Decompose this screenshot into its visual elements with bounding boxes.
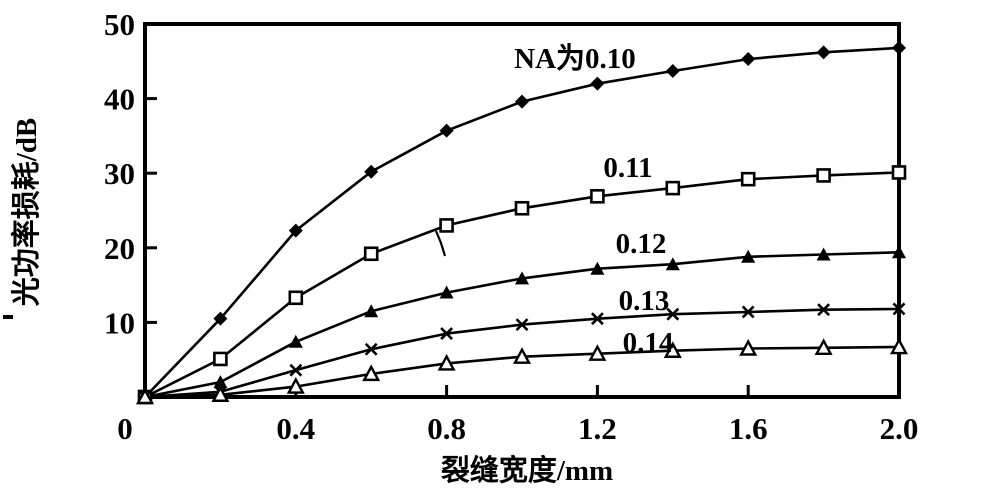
marker-triangle-filled bbox=[515, 271, 529, 285]
marker-triangle-filled bbox=[213, 375, 228, 389]
marker-square-open bbox=[439, 218, 454, 233]
marker-triangle-open bbox=[739, 338, 758, 356]
marker-square-open bbox=[816, 168, 831, 183]
marker-triangle-filled bbox=[741, 249, 756, 263]
y-tick-label: 50 bbox=[104, 7, 135, 42]
x-tick-label: 2.0 bbox=[880, 411, 919, 446]
marker-square-open bbox=[665, 180, 681, 196]
marker-diamond-filled bbox=[665, 63, 680, 78]
marker-triangle-filled bbox=[816, 247, 831, 261]
marker-x-cross bbox=[817, 303, 831, 317]
marker-square-open bbox=[590, 189, 605, 204]
marker-triangle-open bbox=[437, 353, 456, 371]
y-tick-label: 20 bbox=[104, 231, 135, 266]
marker-diamond-filled bbox=[439, 123, 454, 138]
marker-x-cross bbox=[741, 305, 755, 319]
x-tick-label: 0 bbox=[117, 411, 133, 446]
series-label: 0.13 bbox=[619, 285, 670, 317]
marker-square-open bbox=[363, 246, 379, 262]
x-tick-label: 0.4 bbox=[276, 411, 315, 446]
marker-diamond-filled bbox=[816, 45, 831, 60]
marker-diamond-filled bbox=[364, 164, 379, 179]
marker-square-open bbox=[891, 165, 907, 180]
marker-square-open bbox=[740, 171, 756, 187]
marker-triangle-open bbox=[362, 364, 381, 382]
marker-triangle-filled bbox=[364, 304, 379, 318]
marker-triangle-open bbox=[889, 337, 909, 355]
marker-diamond-filled bbox=[288, 223, 303, 238]
marker-triangle-open bbox=[135, 387, 155, 405]
marker-diamond-filled bbox=[892, 40, 906, 55]
x-tick-label: 1.6 bbox=[729, 411, 768, 446]
marker-x-cross bbox=[440, 327, 454, 341]
marker-triangle-filled bbox=[590, 261, 605, 275]
marker-diamond-filled bbox=[515, 94, 529, 109]
series-label: NA为0.10 bbox=[514, 42, 636, 75]
marker-x-cross bbox=[666, 307, 680, 321]
marker-x-cross bbox=[515, 318, 529, 332]
marker-triangle-filled bbox=[665, 257, 680, 271]
marker-square-open bbox=[288, 290, 304, 306]
marker-triangle-open bbox=[211, 385, 230, 402]
y-axis-label: 光功率损耗/dB bbox=[9, 118, 43, 307]
marker-diamond-filled bbox=[213, 311, 228, 326]
y-tick-label: 30 bbox=[104, 156, 135, 191]
marker-diamond-filled bbox=[590, 76, 605, 91]
marker-triangle-open bbox=[286, 377, 305, 394]
y-tick-label: 10 bbox=[104, 305, 135, 340]
series-label: 0.14 bbox=[623, 327, 674, 359]
marker-square-open bbox=[514, 200, 530, 216]
marker-triangle-open bbox=[814, 338, 833, 355]
x-tick-label: 0.8 bbox=[427, 411, 466, 446]
marker-x-cross bbox=[289, 363, 303, 377]
y-tick-label: 40 bbox=[104, 82, 135, 117]
marker-diamond-filled bbox=[741, 52, 756, 67]
marker-triangle-open bbox=[663, 341, 682, 358]
series-label: 0.12 bbox=[616, 228, 667, 260]
chart-generated: 0 0.4 0.8 1.2 1.6 2.0 10 20 30 40 50 NA为0.10 0.11 0.1… bbox=[3, 7, 918, 446]
x-tick-label: 1.2 bbox=[578, 411, 617, 446]
x-axis-label: 裂缝宽度/mm bbox=[441, 453, 613, 487]
scan-artifact bbox=[434, 230, 447, 257]
marker-triangle-open bbox=[588, 344, 607, 361]
marker-x-cross bbox=[364, 342, 378, 356]
series-label: 0.11 bbox=[603, 152, 652, 184]
marker-triangle-open bbox=[512, 347, 532, 364]
plot-frame bbox=[143, 22, 901, 399]
marker-triangle-filled bbox=[892, 245, 906, 259]
marker-x-cross bbox=[590, 312, 604, 326]
marker-triangle-filled bbox=[288, 334, 303, 348]
marker-square-open bbox=[213, 351, 228, 367]
marker-triangle-filled bbox=[439, 285, 454, 299]
scan-artifact bbox=[3, 315, 13, 319]
marker-x-cross bbox=[892, 302, 906, 316]
